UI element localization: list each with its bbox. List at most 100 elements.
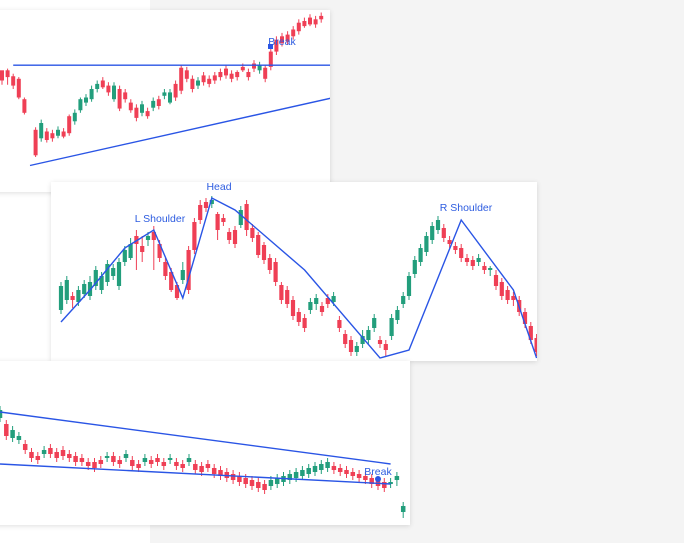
candle-body [22, 444, 28, 450]
candle-body [145, 111, 150, 117]
candle-body [268, 51, 273, 67]
candle-body [162, 92, 167, 96]
candle [227, 228, 232, 244]
candle-body [64, 280, 69, 300]
candle [179, 65, 184, 95]
candle-body [50, 133, 55, 139]
candle [142, 454, 148, 466]
candle [106, 82, 111, 96]
candle-body [302, 318, 307, 328]
candle [291, 26, 296, 40]
candle [193, 460, 198, 474]
candle [424, 232, 429, 256]
candle-body [237, 476, 242, 482]
candle-body [70, 296, 75, 300]
candle-body [48, 448, 53, 454]
candle [256, 232, 261, 258]
candle-body [240, 66, 245, 71]
candle-body [11, 76, 16, 86]
candle [93, 266, 98, 290]
candle [287, 470, 293, 484]
candle-body [302, 21, 307, 27]
candle-body [343, 334, 348, 344]
candle-body [44, 131, 49, 140]
candle [56, 126, 60, 139]
candle-body [229, 73, 234, 79]
candle [314, 294, 319, 310]
candle-body [201, 75, 206, 83]
candle-body [104, 456, 110, 458]
candle-body [5, 70, 10, 78]
candle-body [412, 260, 417, 274]
candle-body [232, 230, 238, 244]
candle [145, 107, 150, 119]
candle-body [300, 470, 305, 476]
candle-body [534, 338, 537, 352]
candle [218, 466, 223, 480]
candle-body [243, 478, 248, 484]
candle-body [291, 29, 296, 37]
candle-body [29, 452, 34, 458]
candle [256, 478, 261, 492]
candle [267, 254, 272, 274]
candle-body [198, 205, 203, 220]
candle [257, 61, 262, 74]
candle-body [246, 72, 251, 78]
candle-body [173, 83, 178, 98]
candle [168, 89, 172, 105]
candle [163, 258, 168, 280]
candle [273, 258, 278, 286]
candle-body [476, 258, 481, 262]
candle [343, 330, 348, 348]
candle [238, 206, 243, 228]
candle-body [174, 285, 180, 298]
support-line [29, 97, 330, 167]
candle [230, 470, 236, 484]
candle-body [273, 262, 278, 282]
candle [306, 464, 311, 478]
candle [319, 302, 325, 316]
candle-body [122, 250, 127, 262]
candle-body [0, 410, 3, 418]
candle-body [453, 246, 458, 250]
candle-body [10, 430, 15, 438]
candle [117, 456, 122, 468]
candle-body [92, 462, 97, 468]
candle-body [123, 92, 128, 100]
candle [186, 246, 191, 294]
candle [162, 89, 167, 100]
candle-body [319, 15, 324, 20]
candle [148, 456, 154, 468]
candle-body [163, 262, 168, 276]
candle-body [528, 326, 533, 340]
candle-body [98, 460, 104, 464]
candle-body [203, 202, 209, 208]
candle-body [511, 296, 516, 300]
candle [112, 82, 116, 102]
candle [249, 476, 255, 490]
candle-body [505, 290, 510, 300]
candle [134, 230, 139, 270]
candle [151, 226, 156, 270]
candle-body [179, 67, 184, 91]
candle-body [211, 468, 217, 474]
candle-body [306, 468, 311, 474]
candle-body [67, 454, 72, 458]
candle [67, 114, 72, 136]
candle-body [369, 478, 374, 484]
candle [105, 260, 110, 286]
candle [285, 286, 290, 308]
candle [237, 472, 242, 486]
candle [300, 466, 305, 480]
break-marker [268, 44, 273, 49]
candle-body [111, 268, 116, 276]
candle-body [313, 19, 318, 25]
candle-body [337, 320, 342, 328]
candle-body [215, 214, 220, 230]
annotation-label: R Shoulder [440, 202, 493, 214]
candle [229, 70, 234, 83]
candle-body [325, 298, 330, 304]
candle [476, 254, 481, 266]
candle-body [105, 264, 110, 282]
candle-body [459, 248, 464, 258]
